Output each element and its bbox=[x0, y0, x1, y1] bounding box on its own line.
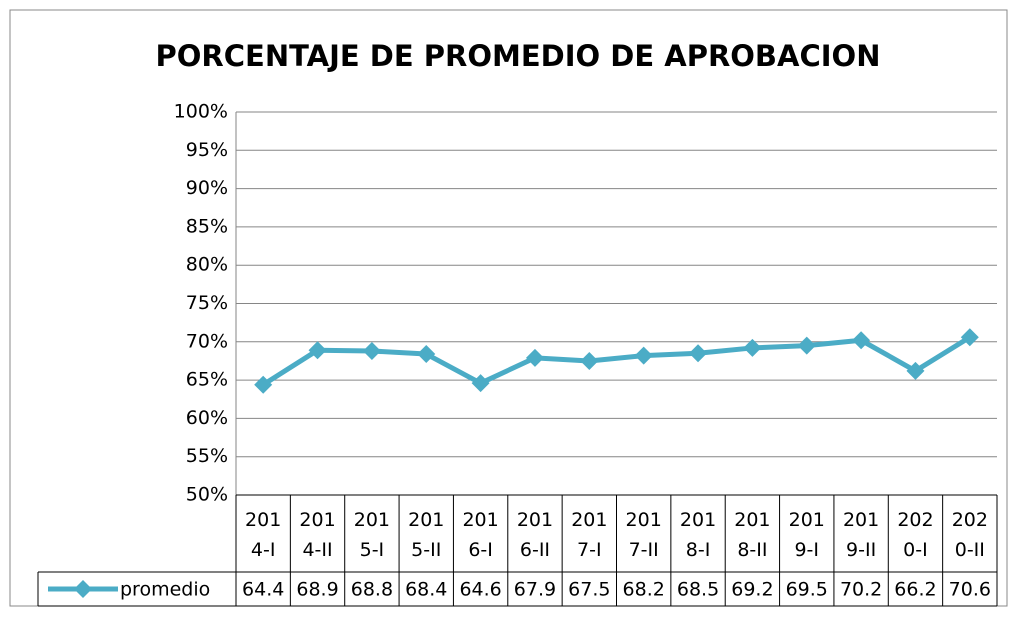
y-tick-label: 85% bbox=[186, 215, 228, 237]
point-marker bbox=[525, 348, 544, 367]
table-value: 68.8 bbox=[351, 579, 393, 601]
y-tick-label: 50% bbox=[186, 484, 228, 506]
x-tick-label: 202 0-I bbox=[897, 509, 933, 561]
point-marker bbox=[580, 351, 599, 370]
point-marker bbox=[743, 338, 762, 357]
table-value: 70.2 bbox=[840, 579, 882, 601]
point-marker bbox=[852, 331, 871, 350]
table-value: 70.6 bbox=[949, 579, 991, 601]
x-tick-label: 201 8-II bbox=[734, 509, 770, 561]
point-marker bbox=[362, 341, 381, 360]
point-marker bbox=[960, 328, 979, 347]
table-value: 69.5 bbox=[786, 579, 828, 601]
table-value: 67.9 bbox=[514, 579, 556, 601]
point-marker bbox=[471, 374, 490, 393]
y-tick-label: 70% bbox=[186, 330, 228, 352]
point-marker bbox=[417, 345, 436, 364]
x-tick-label: 201 7-I bbox=[571, 509, 607, 561]
table-value: 64.4 bbox=[242, 579, 284, 601]
x-tick-label: 201 8-I bbox=[680, 509, 716, 561]
point-marker bbox=[689, 344, 708, 363]
x-tick-label: 201 4-II bbox=[299, 509, 335, 561]
table-value: 68.9 bbox=[296, 579, 338, 601]
y-tick-label: 80% bbox=[186, 254, 228, 276]
y-tick-label: 90% bbox=[186, 177, 228, 199]
table-value: 67.5 bbox=[568, 579, 610, 601]
legend-marker bbox=[74, 580, 92, 598]
table-value: 68.2 bbox=[623, 579, 665, 601]
table-value: 69.2 bbox=[731, 579, 773, 601]
table-value: 68.4 bbox=[405, 579, 447, 601]
x-tick-label: 201 9-II bbox=[843, 509, 879, 561]
x-tick-label: 202 0-II bbox=[952, 509, 988, 561]
table-value: 68.5 bbox=[677, 579, 719, 601]
y-tick-label: 65% bbox=[186, 369, 228, 391]
x-tick-label: 201 4-I bbox=[245, 509, 281, 561]
chart-title: PORCENTAJE DE PROMEDIO DE APROBACION bbox=[156, 39, 881, 73]
y-tick-label: 75% bbox=[186, 292, 228, 314]
x-tick-label: 201 6-II bbox=[517, 509, 553, 561]
y-tick-label: 60% bbox=[186, 407, 228, 429]
y-tick-label: 100% bbox=[174, 101, 228, 123]
point-marker bbox=[797, 336, 816, 355]
point-marker bbox=[634, 346, 653, 365]
x-tick-label: 201 5-I bbox=[354, 509, 390, 561]
table-value: 64.6 bbox=[459, 579, 501, 601]
y-tick-label: 95% bbox=[186, 139, 228, 161]
series-line bbox=[261, 335, 972, 387]
x-tick-label: 201 9-I bbox=[789, 509, 825, 561]
x-tick-label: 201 7-II bbox=[626, 509, 662, 561]
point-marker bbox=[906, 361, 925, 380]
legend-label: promedio bbox=[120, 579, 210, 601]
x-tick-label: 201 5-II bbox=[408, 509, 444, 561]
y-tick-label: 55% bbox=[186, 445, 228, 467]
chart-border bbox=[9, 9, 1008, 607]
x-tick-label: 201 6-I bbox=[462, 509, 498, 561]
point-marker bbox=[254, 375, 273, 394]
point-marker bbox=[308, 341, 327, 360]
table-value: 66.2 bbox=[894, 579, 936, 601]
